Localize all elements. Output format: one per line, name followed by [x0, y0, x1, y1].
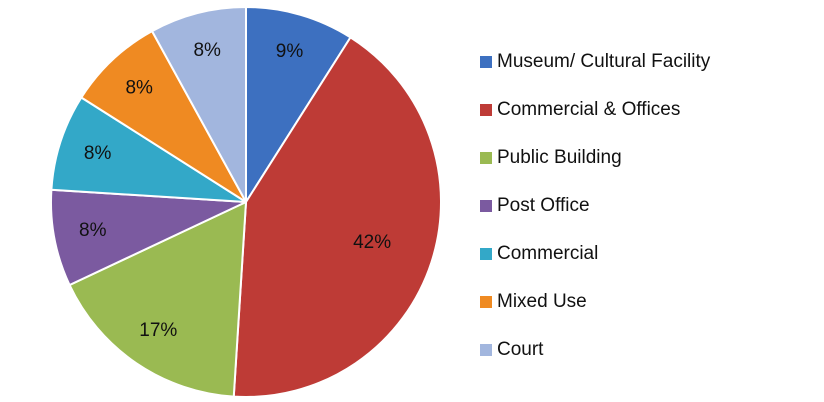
pie-slice [50, 188, 247, 287]
pie-slice [150, 5, 247, 203]
legend-marker [480, 152, 492, 164]
pie-slice [79, 29, 247, 203]
value-label: 8% [125, 77, 153, 98]
legend-label: Public Building [497, 147, 622, 168]
legend-marker [480, 344, 492, 356]
legend-label: Commercial [497, 243, 598, 264]
legend-marker [480, 104, 492, 116]
legend-marker [480, 296, 492, 308]
legend-label: Commercial & Offices [497, 99, 680, 120]
legend-label: Mixed Use [497, 291, 587, 312]
pie-slice [50, 96, 247, 203]
legend-label: Court [497, 339, 544, 360]
value-label: 42% [353, 232, 391, 253]
pie-slice [68, 200, 248, 398]
value-label: 9% [276, 41, 304, 62]
value-label: 8% [84, 143, 112, 164]
value-label: 8% [193, 40, 221, 61]
legend-marker [480, 200, 492, 212]
legend-marker [480, 248, 492, 260]
legend-marker [480, 56, 492, 68]
value-label: 8% [79, 220, 107, 241]
legend-label: Museum/ Cultural Facility [497, 51, 711, 72]
value-label: 17% [139, 320, 177, 341]
pie-slice [245, 5, 352, 206]
legend-label: Post Office [497, 195, 590, 216]
pie-slice [232, 35, 442, 398]
